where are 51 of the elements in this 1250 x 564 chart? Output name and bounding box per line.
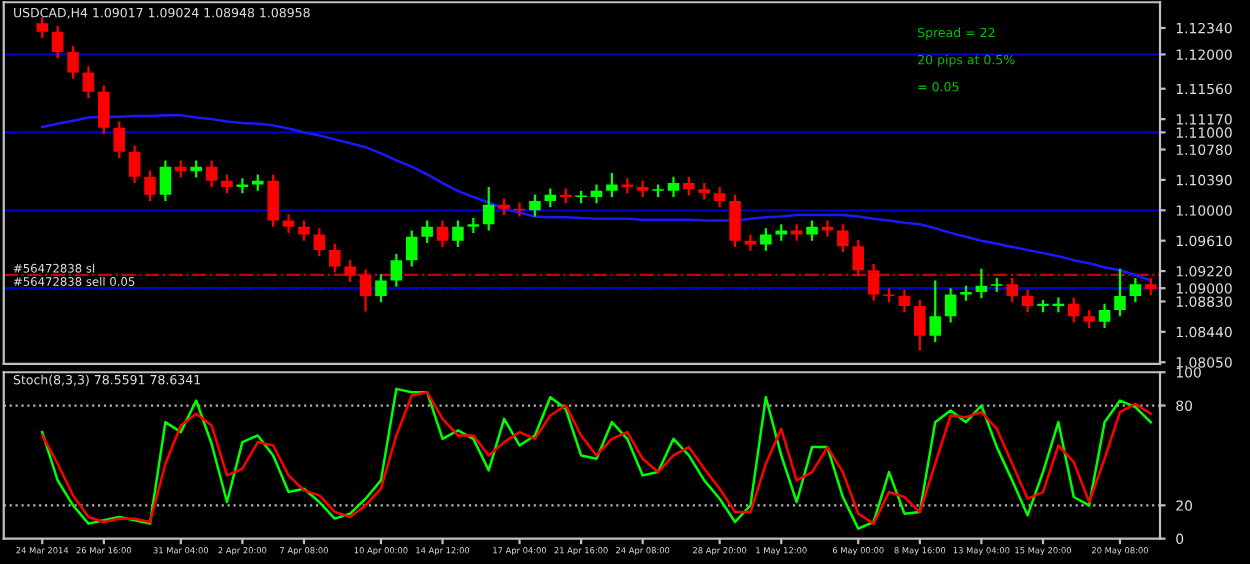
candlestick [113,120,125,160]
candlestick [667,175,680,199]
candlestick [205,159,218,189]
candlestick [36,15,49,40]
candlestick [1114,267,1126,318]
candlestick [482,185,495,232]
candlestick [159,159,172,203]
candlestick [590,183,603,205]
candlestick [821,219,834,238]
candlestick [405,229,418,268]
candlestick [375,273,387,304]
candlestick [1021,288,1034,314]
candlestick [867,262,880,302]
candlestick [344,259,356,284]
candlestick [298,219,310,242]
candlestick [452,219,464,249]
candlestick [544,187,557,209]
candlestick [51,24,64,60]
candlestick [898,288,911,314]
candlestick [729,193,741,249]
candlestick [144,169,156,203]
candlestick [1068,296,1080,324]
candlestick [914,298,926,352]
candlestick [529,193,541,218]
candlestick [267,173,279,228]
candlestick [282,213,295,234]
candlestick [760,227,772,252]
candlestick [806,219,818,242]
candlestick [67,44,79,80]
candlestick [313,227,326,258]
candlestick [82,65,95,100]
candlestick [128,144,141,185]
candlestick [1098,302,1111,330]
candlestick [390,252,403,288]
candlestick [606,171,618,199]
candlestick [1129,276,1142,304]
candlestick [713,185,726,209]
candlestick [975,267,988,300]
candlestick [744,233,757,252]
candlestick [1006,276,1018,304]
candlestick [221,173,233,195]
candlestick [837,223,849,254]
candlestick [683,175,695,197]
candlestick [944,287,957,324]
candlestick [359,268,372,313]
candlestick [421,219,433,245]
candlestick [929,279,941,344]
candlestick [328,242,341,274]
candlestick [436,219,449,249]
candlestick [98,84,110,136]
candlestick [852,238,865,278]
